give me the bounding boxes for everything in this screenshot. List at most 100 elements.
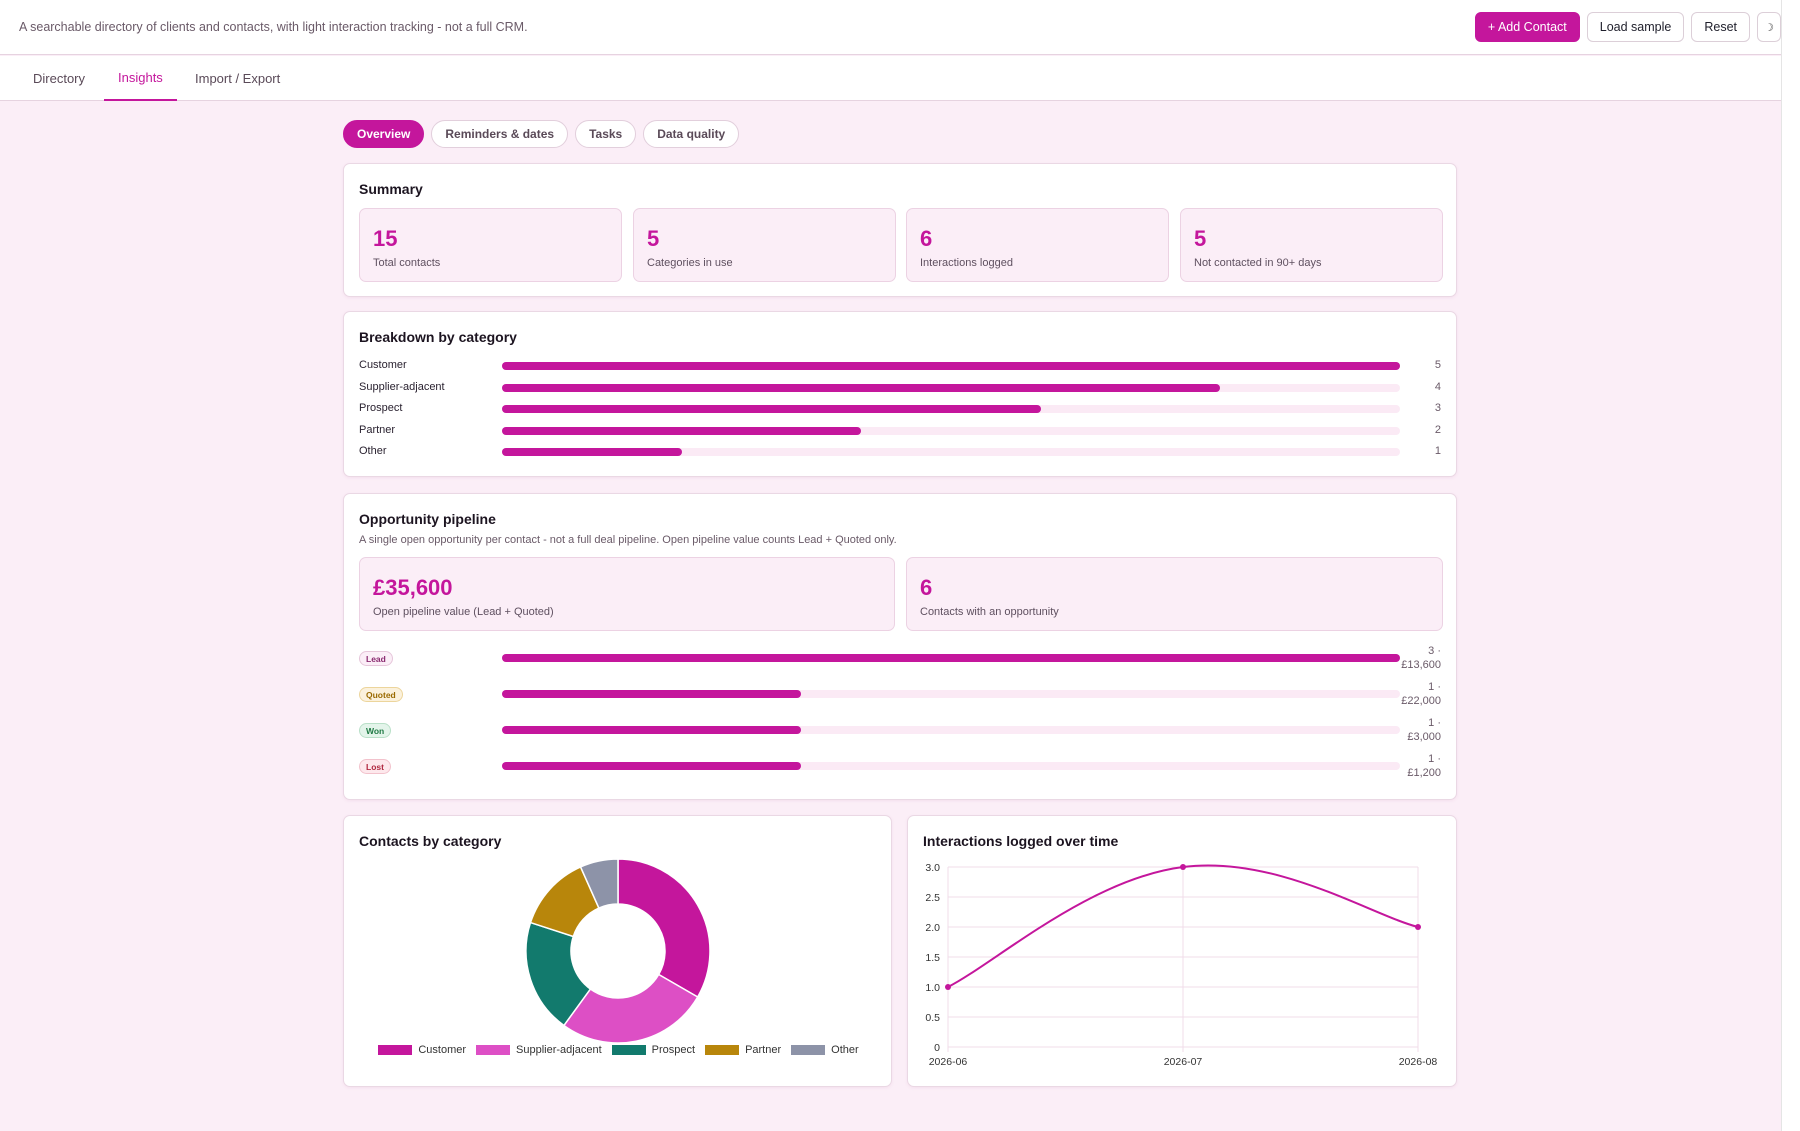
line-chart-title: Interactions logged over time bbox=[923, 833, 1119, 849]
stat-open-pipeline: £35,600 Open pipeline value (Lead + Quot… bbox=[359, 557, 895, 631]
stat-contacts-opportunity: 6 Contacts with an opportunity bbox=[906, 557, 1443, 631]
breakdown-bar-track bbox=[502, 448, 1400, 456]
pipeline-row: Won 1 · £3,000 bbox=[359, 716, 1441, 744]
legend-swatch bbox=[705, 1045, 740, 1055]
breakdown-bar-track bbox=[502, 383, 1400, 392]
legend-label: Other bbox=[831, 1044, 859, 1056]
stat-label: Interactions logged bbox=[920, 257, 1013, 269]
donut-chart: Customer Supplier-adjacent Prospect Partner… bbox=[344, 858, 893, 1056]
pipeline-count-line: 1 · bbox=[1428, 681, 1441, 693]
theme-toggle-icon[interactable]: ☽ bbox=[1757, 12, 1781, 42]
legend-item[interactable]: Other bbox=[791, 1044, 859, 1056]
line-chart-card: Interactions logged over time 0 0.5 1.0 1.5… bbox=[907, 815, 1457, 1087]
legend-label: Prospect bbox=[651, 1044, 696, 1056]
legend-swatch bbox=[791, 1045, 826, 1055]
pipeline-bar-track bbox=[502, 726, 1400, 734]
breakdown-count: 2 bbox=[1434, 423, 1441, 436]
donut-slice-other[interactable] bbox=[579, 858, 619, 910]
y-tick-label: 2.5 bbox=[925, 892, 940, 904]
stat-label: Total contacts bbox=[373, 257, 441, 269]
stat-label: Not contacted in 90+ days bbox=[1194, 257, 1322, 269]
donut-slice-supplier-adjacent[interactable] bbox=[562, 973, 699, 1044]
stage-badge: Lead bbox=[359, 651, 393, 666]
line-point[interactable] bbox=[1180, 864, 1186, 870]
pipeline-bar bbox=[502, 762, 802, 770]
x-tick-label: 2026-07 bbox=[1164, 1056, 1203, 1068]
breakdown-label: Other bbox=[359, 445, 387, 457]
legend-label: Customer bbox=[418, 1044, 467, 1056]
stat-value: 15 bbox=[373, 226, 398, 251]
legend-item[interactable]: Prospect bbox=[611, 1044, 696, 1056]
line-point[interactable] bbox=[1415, 924, 1421, 930]
donut-slice-customer[interactable] bbox=[617, 858, 711, 999]
pipeline-bar-track bbox=[502, 762, 1400, 770]
line-point[interactable] bbox=[945, 984, 951, 990]
donut-legend-row: Customer Supplier-adjacent Prospect Partner… bbox=[344, 1044, 893, 1056]
add-contact-button[interactable]: + Add Contact bbox=[1474, 12, 1580, 42]
y-tick-label: 2.0 bbox=[925, 922, 940, 934]
summary-card: Summary 15 Total contacts 5 Categories i… bbox=[343, 163, 1457, 297]
legend-item[interactable]: Supplier-adjacent bbox=[476, 1044, 602, 1056]
breakdown-row: Supplier-adjacent 4 bbox=[359, 381, 1441, 395]
stat-categories: 5 Categories in use bbox=[633, 208, 896, 282]
breakdown-count: 4 bbox=[1434, 380, 1441, 393]
legend-label: Supplier-adjacent bbox=[516, 1044, 602, 1056]
stat-not-contacted: 5 Not contacted in 90+ days bbox=[1180, 208, 1443, 282]
summary-title: Summary bbox=[359, 181, 423, 197]
subtab-data-quality[interactable]: Data quality bbox=[643, 120, 740, 148]
y-tick-label: 1.0 bbox=[925, 982, 940, 994]
breakdown-bar bbox=[502, 362, 1400, 370]
stat-label: Open pipeline value (Lead + Quoted) bbox=[373, 606, 554, 618]
tab-import-export[interactable]: Import / Export bbox=[195, 71, 281, 86]
subtab-tasks[interactable]: Tasks bbox=[575, 120, 637, 148]
reset-button[interactable]: Reset bbox=[1691, 12, 1750, 42]
tab-insights[interactable]: Insights bbox=[104, 56, 177, 101]
donut-chart-title: Contacts by category bbox=[359, 833, 502, 849]
breakdown-label: Partner bbox=[359, 423, 396, 436]
load-sample-button[interactable]: Load sample bbox=[1586, 12, 1685, 42]
breakdown-bar-track bbox=[502, 362, 1400, 370]
breakdown-count: 3 bbox=[1434, 402, 1441, 414]
pipeline-count: 3 · £13,600 bbox=[1401, 644, 1441, 672]
breakdown-bar bbox=[502, 448, 682, 456]
subtab-overview[interactable]: Overview bbox=[343, 120, 425, 148]
legend-swatch bbox=[611, 1045, 646, 1055]
pipeline-count-line: 1 · bbox=[1428, 717, 1441, 729]
y-tick-label: 0 bbox=[934, 1042, 940, 1054]
breakdown-row: Customer 5 bbox=[359, 359, 1441, 373]
breakdown-bar bbox=[502, 426, 862, 435]
donut-legend: Customer Supplier-adjacent Prospect Partner… bbox=[344, 1044, 893, 1056]
breakdown-count: 1 bbox=[1434, 445, 1441, 457]
stage-badge: Lost bbox=[359, 759, 391, 774]
breakdown-bar bbox=[502, 383, 1221, 392]
stat-value: £35,600 bbox=[373, 575, 453, 600]
pipeline-bar bbox=[502, 726, 802, 734]
stat-total-contacts: 15 Total contacts bbox=[359, 208, 622, 282]
legend-item[interactable]: Customer bbox=[378, 1044, 466, 1056]
pipeline-title: Opportunity pipeline bbox=[359, 511, 496, 527]
pipeline-value-line: £13,600 bbox=[1401, 659, 1441, 671]
stat-value: 6 bbox=[920, 226, 933, 251]
stat-value: 5 bbox=[1194, 226, 1207, 251]
legend-item[interactable]: Partner bbox=[705, 1044, 781, 1056]
stat-interactions: 6 Interactions logged bbox=[906, 208, 1169, 282]
pipeline-bar bbox=[502, 654, 1400, 662]
x-tick-label: 2026-06 bbox=[929, 1056, 968, 1068]
breakdown-count: 5 bbox=[1434, 359, 1441, 371]
legend-swatch bbox=[476, 1045, 511, 1055]
breakdown-row: Other 1 bbox=[359, 445, 1441, 459]
breakdown-bar-track bbox=[502, 405, 1400, 413]
tab-directory[interactable]: Directory bbox=[33, 71, 86, 86]
pipeline-bar-track bbox=[502, 654, 1400, 662]
subtab-reminders[interactable]: Reminders & dates bbox=[431, 120, 569, 148]
pipeline-value-line: £1,200 bbox=[1407, 767, 1441, 779]
pipeline-count-line: 3 · bbox=[1428, 645, 1441, 657]
breakdown-card: Breakdown by category Customer 5 Supplier-… bbox=[343, 311, 1457, 477]
scrollbar[interactable] bbox=[1781, 0, 1800, 1131]
pipeline-bar-track bbox=[502, 690, 1400, 698]
breakdown-label: Supplier-adjacent bbox=[359, 380, 445, 393]
pipeline-bar bbox=[502, 690, 802, 698]
main-tabs: Directory Insights Import / Export bbox=[0, 56, 1781, 101]
pipeline-row: Quoted 1 · £22,000 bbox=[359, 680, 1441, 708]
stage-badge: Quoted bbox=[359, 687, 403, 702]
